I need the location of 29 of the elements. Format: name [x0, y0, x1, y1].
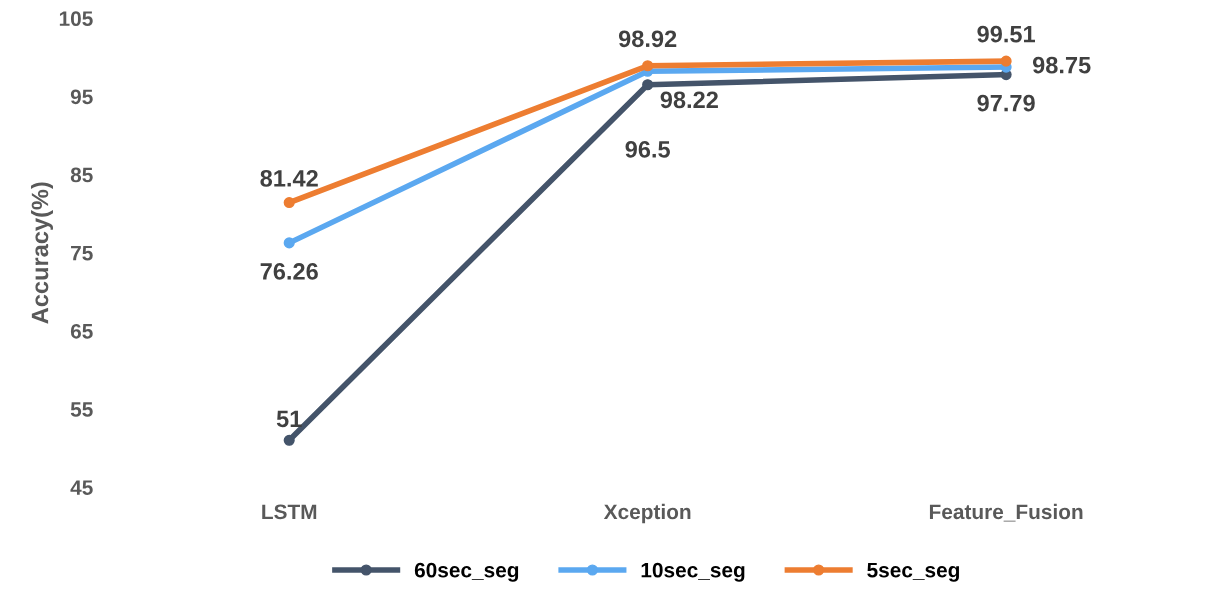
- point: [283, 197, 295, 209]
- y-axis-title: Accuracy(%): [30, 182, 53, 324]
- x-tick-label: Feature_Fusion: [929, 503, 1083, 522]
- y-tick-label: 75: [71, 245, 93, 261]
- y-tick-label: 95: [70, 89, 93, 105]
- legend-label: 60sec_seg: [414, 562, 519, 582]
- point: [283, 434, 295, 446]
- data-label: 97.79: [977, 94, 1035, 112]
- data-label: 81.42: [260, 169, 318, 187]
- point: [283, 237, 295, 249]
- y-tick-label: 55: [70, 402, 93, 417]
- data-label: 98.92: [618, 30, 677, 48]
- point: [1000, 55, 1012, 67]
- data-label: 51: [276, 410, 302, 428]
- y-tick-label: 85: [70, 167, 93, 183]
- data-label: 98.75: [1032, 56, 1091, 74]
- legend-label: 5sec_seg: [867, 562, 960, 582]
- point: [642, 79, 654, 91]
- data-label: 96.5: [625, 140, 670, 158]
- x-tick-label: LSTM: [262, 504, 317, 520]
- data-label: 98.22: [660, 91, 718, 109]
- point: [642, 60, 654, 72]
- legend-label: 10sec_seg: [641, 562, 745, 582]
- x-tick-label: Xception: [603, 503, 691, 524]
- y-tick-label: 45: [70, 480, 93, 495]
- data-label: 76.26: [260, 263, 318, 280]
- y-tick-label: 105: [59, 11, 93, 27]
- y-tick-label: 65: [70, 323, 93, 339]
- data-label: 99.51: [977, 25, 1035, 43]
